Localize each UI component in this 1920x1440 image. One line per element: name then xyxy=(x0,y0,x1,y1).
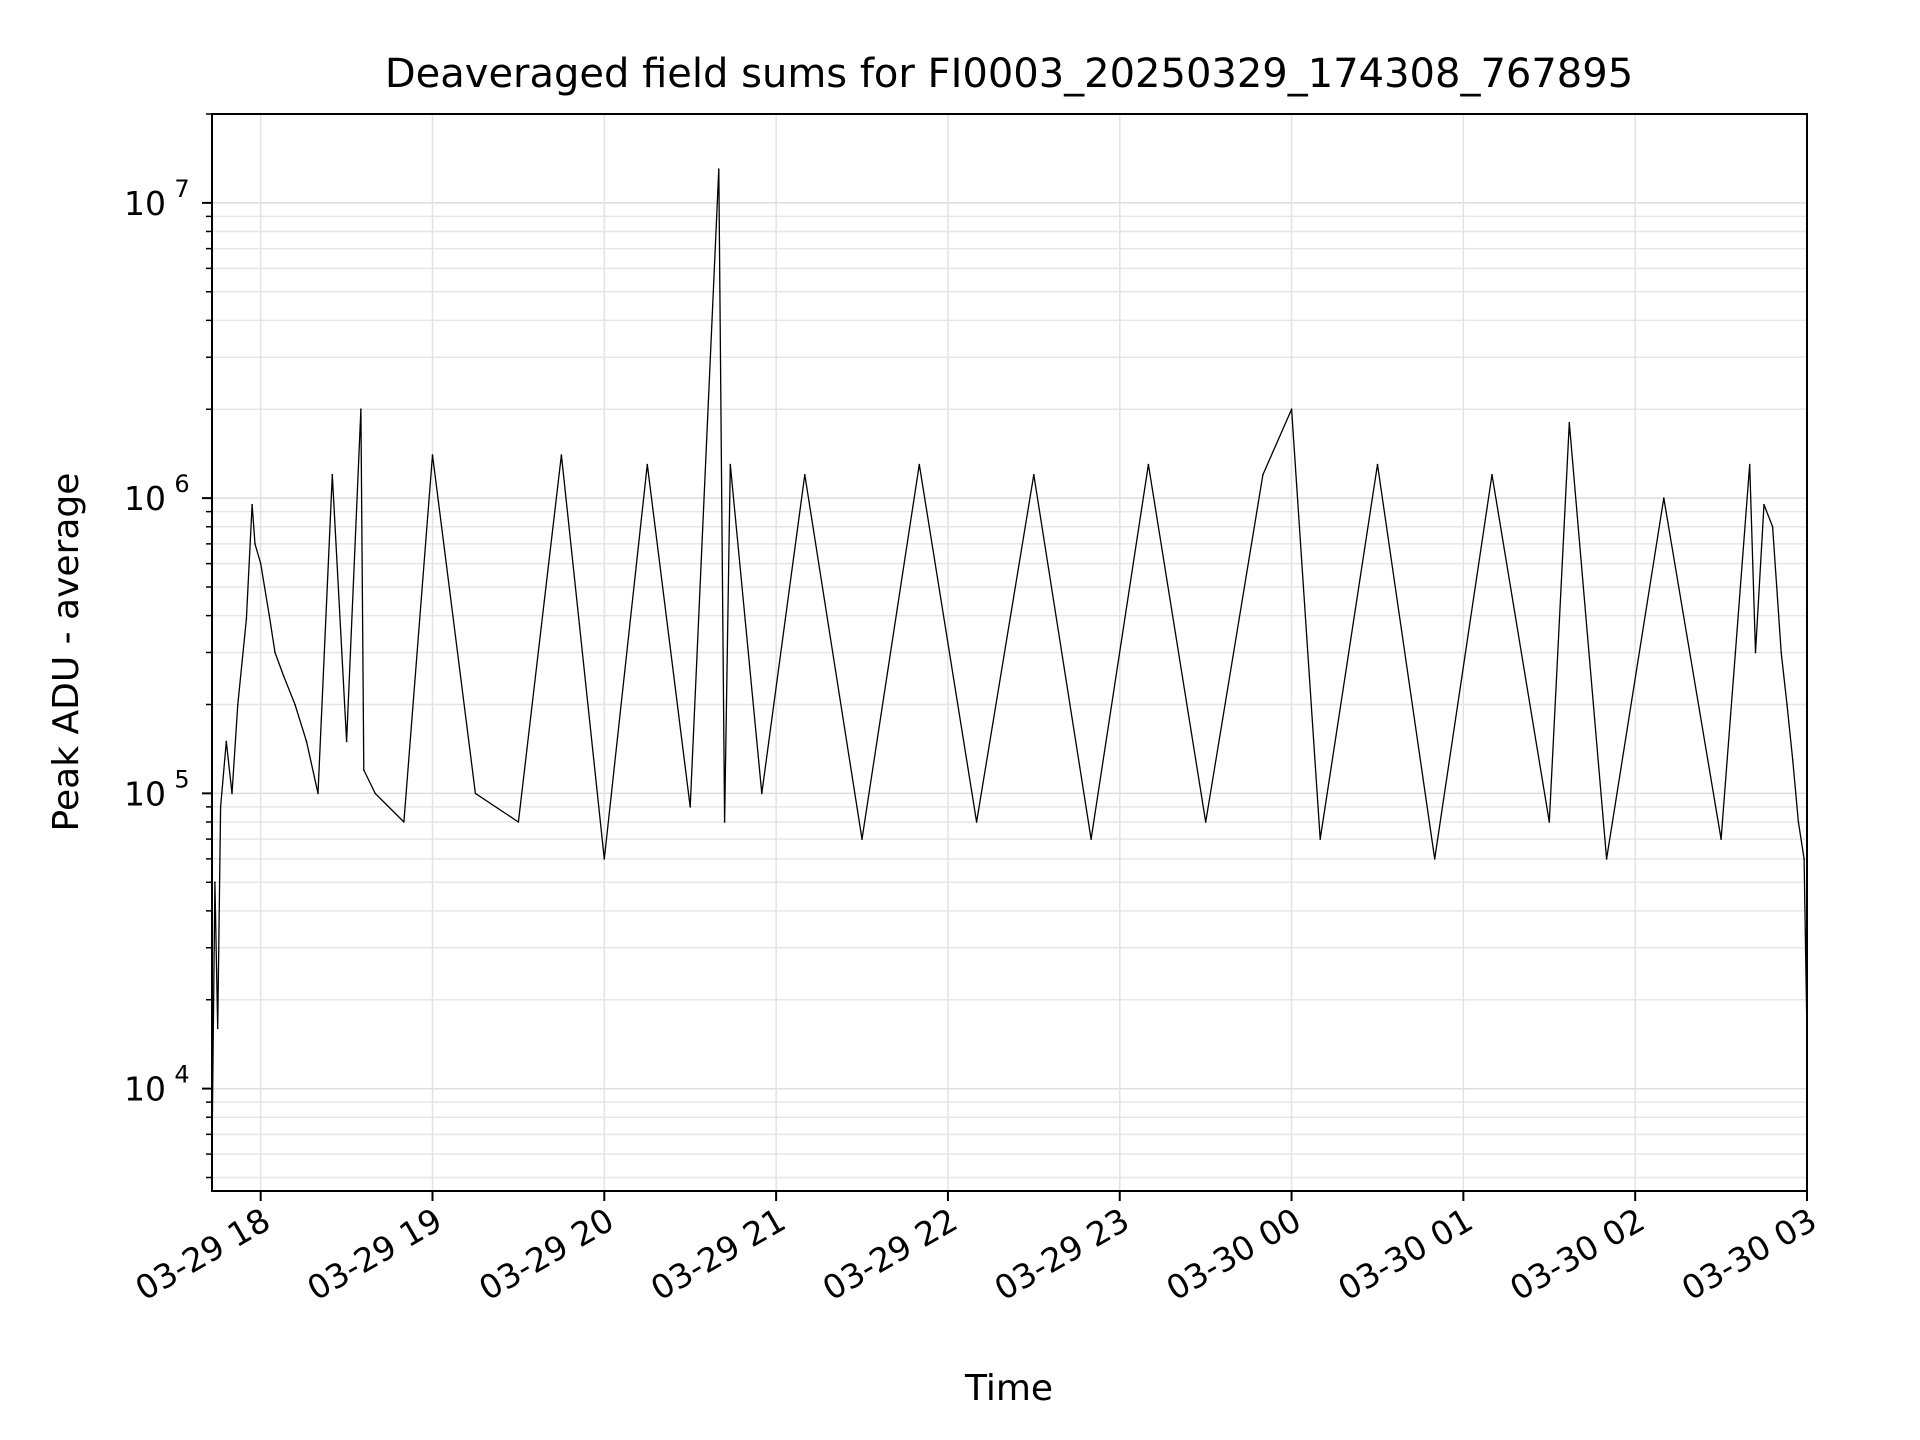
data-point xyxy=(305,740,308,743)
data-point xyxy=(374,792,377,795)
data-point xyxy=(1771,525,1774,528)
data-point xyxy=(861,838,863,840)
data-point xyxy=(1090,838,1092,840)
data-point xyxy=(1720,838,1722,840)
data-point xyxy=(254,543,256,545)
data-point xyxy=(403,821,405,823)
data-point xyxy=(1491,473,1493,476)
data-point xyxy=(1780,651,1782,654)
data-point xyxy=(1262,473,1264,476)
data-point xyxy=(729,463,732,466)
data-point xyxy=(431,454,434,456)
data-point xyxy=(1663,497,1665,499)
data-point xyxy=(259,562,262,565)
data-point xyxy=(251,503,253,506)
data-point xyxy=(1734,651,1737,654)
y-tick-label: 10 xyxy=(124,479,166,518)
x-axis-label: Time xyxy=(964,1368,1053,1409)
data-point xyxy=(689,806,691,808)
data-point xyxy=(1033,473,1035,476)
data-point xyxy=(723,821,726,823)
data-point xyxy=(1204,821,1207,823)
data-point xyxy=(1605,858,1608,860)
y-tick-exponent: 7 xyxy=(174,175,189,203)
data-point xyxy=(1803,858,1805,860)
data-point xyxy=(294,703,296,706)
data-point xyxy=(282,675,285,677)
data-point xyxy=(1568,422,1571,424)
y-tick-label: 10 xyxy=(124,1070,166,1109)
data-point xyxy=(474,792,477,795)
data-point xyxy=(1548,821,1551,823)
data-point xyxy=(268,614,271,617)
data-point xyxy=(219,806,222,808)
y-tick-label: 10 xyxy=(124,184,166,223)
y-tick-exponent: 6 xyxy=(174,470,189,498)
data-point xyxy=(1319,838,1321,840)
data-point xyxy=(517,821,520,823)
data-point xyxy=(918,463,921,466)
y-axis-label: Peak ADU - average xyxy=(46,473,87,832)
data-point xyxy=(237,703,239,706)
data-point xyxy=(1791,758,1794,761)
data-point xyxy=(225,740,228,743)
data-point xyxy=(1786,703,1788,706)
y-tick-exponent: 4 xyxy=(174,1061,189,1089)
data-point xyxy=(1754,651,1757,654)
y-axis: 10 4 10 5 10 6 10 7 xyxy=(124,113,212,1179)
data-point xyxy=(804,473,806,476)
data-point xyxy=(345,740,348,743)
data-point xyxy=(214,881,216,883)
series-line xyxy=(211,168,1808,1155)
data-point xyxy=(331,473,334,476)
data-point xyxy=(317,792,319,795)
data-point xyxy=(761,792,763,795)
data-point xyxy=(560,454,563,456)
data-point xyxy=(1748,463,1751,466)
data-layer xyxy=(211,168,1808,1155)
data-point xyxy=(360,408,362,411)
grid xyxy=(212,113,1808,1191)
data-point xyxy=(1433,858,1436,860)
data-point xyxy=(1763,503,1765,506)
data-point xyxy=(363,769,365,771)
data-point xyxy=(1147,463,1150,466)
data-point xyxy=(1290,408,1293,411)
data-point xyxy=(216,1027,219,1030)
data-point xyxy=(975,821,978,823)
data-point xyxy=(245,618,248,620)
data-point xyxy=(274,651,276,654)
y-tick-label: 10 xyxy=(124,774,166,813)
data-point xyxy=(1797,821,1800,823)
data-point xyxy=(1376,463,1379,466)
data-point xyxy=(231,792,233,795)
data-point xyxy=(646,463,649,466)
data-point xyxy=(718,168,720,170)
y-tick-exponent: 5 xyxy=(174,765,189,793)
chart-title: Deaveraged field sums for FI0003_2025032… xyxy=(385,51,1633,97)
data-point xyxy=(603,858,606,860)
